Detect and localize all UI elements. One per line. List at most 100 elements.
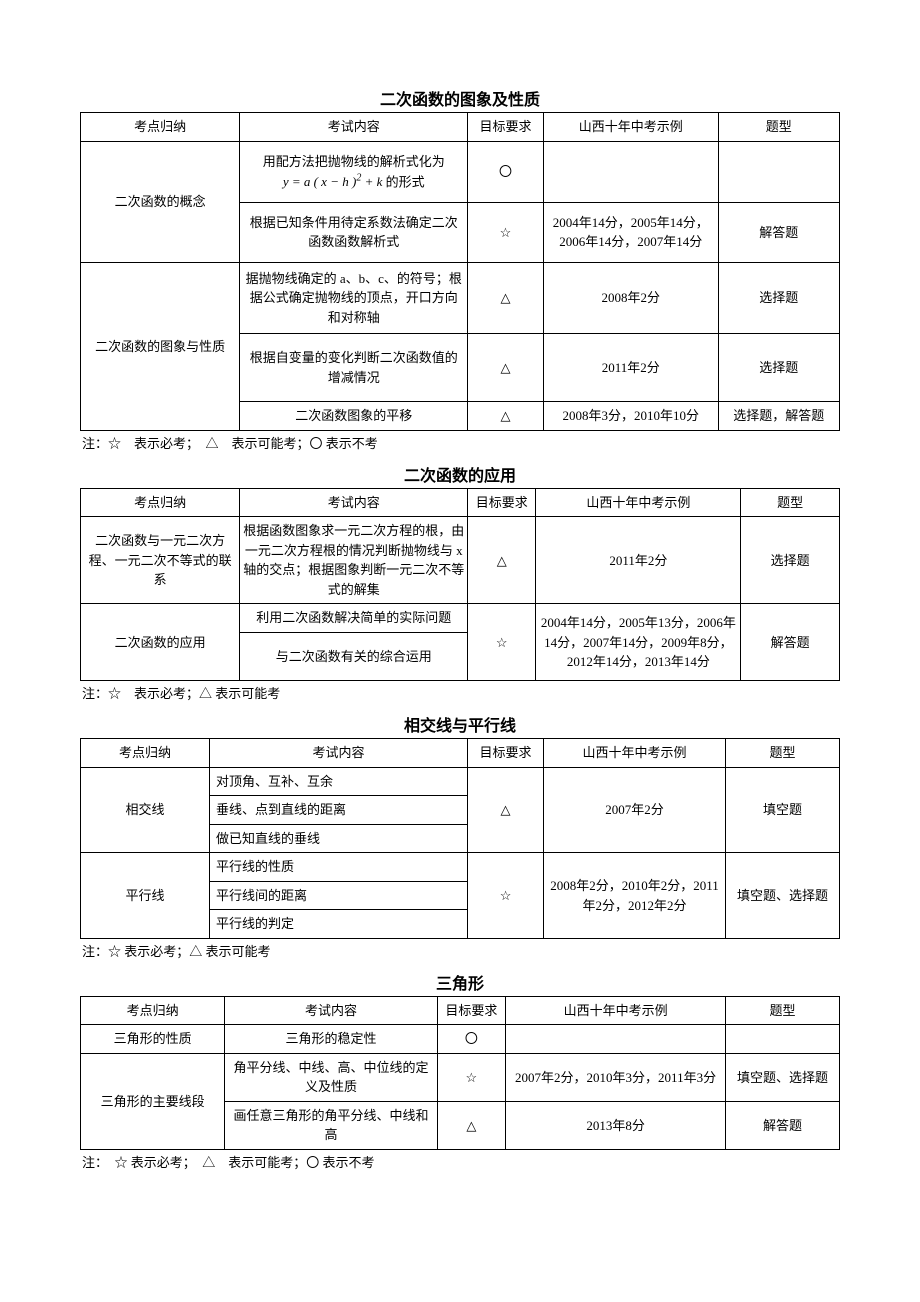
req-cell: 〇 xyxy=(468,141,544,202)
table-header-row: 考点归纳 考试内容 目标要求 山西十年中考示例 题型 xyxy=(81,996,840,1025)
content-cell: 对顶角、互补、互余 xyxy=(210,767,468,796)
type-cell: 解答题 xyxy=(726,1101,840,1149)
req-cell: 〇 xyxy=(437,1025,505,1054)
content-cell: 平行线间的距离 xyxy=(210,881,468,910)
table-row: 平行线 平行线的性质 ☆ 2008年2分，2010年2分，2011年2分，201… xyxy=(81,853,840,882)
table-header-row: 考点归纳 考试内容 目标要求 山西十年中考示例 题型 xyxy=(81,488,840,517)
table-row: 二次函数的图象与性质 据抛物线确定的 a、b、c、的符号；根据公式确定抛物线的顶… xyxy=(81,262,840,334)
category-cell: 二次函数与一元二次方程、一元二次不等式的联系 xyxy=(81,517,240,604)
table-section2: 考点归纳 考试内容 目标要求 山西十年中考示例 题型 二次函数与一元二次方程、一… xyxy=(80,488,840,682)
req-cell: ☆ xyxy=(468,853,544,939)
type-cell: 选择题 xyxy=(718,334,839,402)
type-cell xyxy=(726,1025,840,1054)
req-cell: △ xyxy=(468,334,544,402)
section4-title: 三角形 xyxy=(80,970,840,994)
col-header: 考点归纳 xyxy=(81,739,210,768)
content-cell: 画任意三角形的角平分线、中线和高 xyxy=(225,1101,438,1149)
content-cell: 根据已知条件用待定系数法确定二次函数函数解析式 xyxy=(240,202,468,262)
section2-title: 二次函数的应用 xyxy=(80,462,840,486)
example-cell: 2007年2分，2010年3分，2011年3分 xyxy=(506,1053,726,1101)
req-cell: △ xyxy=(468,262,544,334)
category-cell: 三角形的性质 xyxy=(81,1025,225,1054)
content-cell: 利用二次函数解决简单的实际问题 xyxy=(240,604,468,633)
col-header: 考试内容 xyxy=(225,996,438,1025)
category-cell: 三角形的主要线段 xyxy=(81,1053,225,1149)
content-cell: 根据自变量的变化判断二次函数值的增减情况 xyxy=(240,334,468,402)
col-header: 题型 xyxy=(726,996,840,1025)
content-cell: 做已知直线的垂线 xyxy=(210,824,468,853)
example-cell: 2011年2分 xyxy=(543,334,718,402)
col-header: 考点归纳 xyxy=(81,996,225,1025)
col-header: 考点归纳 xyxy=(81,113,240,142)
content-cell: 三角形的稳定性 xyxy=(225,1025,438,1054)
example-cell xyxy=(506,1025,726,1054)
category-cell: 平行线 xyxy=(81,853,210,939)
example-cell: 2008年2分 xyxy=(543,262,718,334)
col-header: 目标要求 xyxy=(468,113,544,142)
example-cell: 2004年14分，2005年13分，2006年14分，2007年14分，2009… xyxy=(536,604,741,681)
table-row: 二次函数的应用 利用二次函数解决简单的实际问题 ☆ 2004年14分，2005年… xyxy=(81,604,840,633)
category-cell: 二次函数的图象与性质 xyxy=(81,262,240,430)
table-section1: 考点归纳 考试内容 目标要求 山西十年中考示例 题型 二次函数的概念 用配方法把… xyxy=(80,112,840,431)
table-row: 三角形的性质 三角形的稳定性 〇 xyxy=(81,1025,840,1054)
table-section3: 考点归纳 考试内容 目标要求 山西十年中考示例 题型 相交线 对顶角、互补、互余… xyxy=(80,738,840,939)
col-header: 山西十年中考示例 xyxy=(536,488,741,517)
col-header: 题型 xyxy=(726,739,840,768)
table-section4: 考点归纳 考试内容 目标要求 山西十年中考示例 题型 三角形的性质 三角形的稳定… xyxy=(80,996,840,1150)
type-cell: 选择题 xyxy=(718,262,839,334)
type-cell: 解答题 xyxy=(741,604,840,681)
table-row: 二次函数的概念 用配方法把抛物线的解析式化为y = a ( x − h )2 +… xyxy=(81,141,840,202)
type-cell: 填空题 xyxy=(726,767,840,853)
table-row: 二次函数与一元二次方程、一元二次不等式的联系 根据函数图象求一元二次方程的根，由… xyxy=(81,517,840,604)
type-cell: 填空题、选择题 xyxy=(726,853,840,939)
section3-title: 相交线与平行线 xyxy=(80,712,840,736)
content-cell: 二次函数图象的平移 xyxy=(240,402,468,431)
example-cell: 2004年14分，2005年14分，2006年14分，2007年14分 xyxy=(543,202,718,262)
table-header-row: 考点归纳 考试内容 目标要求 山西十年中考示例 题型 xyxy=(81,739,840,768)
type-cell xyxy=(718,141,839,202)
section1-title: 二次函数的图象及性质 xyxy=(80,86,840,110)
content-cell: 与二次函数有关的综合运用 xyxy=(240,632,468,681)
col-header: 题型 xyxy=(741,488,840,517)
type-cell: 解答题 xyxy=(718,202,839,262)
req-cell: ☆ xyxy=(468,202,544,262)
table-row: 三角形的主要线段 角平分线、中线、高、中位线的定义及性质 ☆ 2007年2分，2… xyxy=(81,1053,840,1101)
section4-note: 注： ☆ 表示必考； △ 表示可能考；〇 表示不考 xyxy=(82,1152,840,1171)
content-cell: 平行线的判定 xyxy=(210,910,468,939)
section3-note: 注：☆ 表示必考；△ 表示可能考 xyxy=(82,941,840,960)
col-header: 考试内容 xyxy=(210,739,468,768)
type-cell: 选择题 xyxy=(741,517,840,604)
col-header: 考试内容 xyxy=(240,113,468,142)
content-cell: 用配方法把抛物线的解析式化为y = a ( x − h )2 + k 的形式 xyxy=(240,141,468,202)
example-cell: 2007年2分 xyxy=(543,767,725,853)
section2-note: 注：☆ 表示必考；△ 表示可能考 xyxy=(82,683,840,702)
content-cell: 垂线、点到直线的距离 xyxy=(210,796,468,825)
col-header: 目标要求 xyxy=(468,488,536,517)
content-cell: 据抛物线确定的 a、b、c、的符号；根据公式确定抛物线的顶点，开口方向和对称轴 xyxy=(240,262,468,334)
example-cell: 2008年2分，2010年2分，2011年2分，2012年2分 xyxy=(543,853,725,939)
req-cell: ☆ xyxy=(468,604,536,681)
example-cell: 2011年2分 xyxy=(536,517,741,604)
content-cell: 平行线的性质 xyxy=(210,853,468,882)
example-cell xyxy=(543,141,718,202)
req-cell: ☆ xyxy=(437,1053,505,1101)
req-cell: △ xyxy=(468,767,544,853)
example-cell: 2008年3分，2010年10分 xyxy=(543,402,718,431)
col-header: 考点归纳 xyxy=(81,488,240,517)
content-cell: 根据函数图象求一元二次方程的根，由一元二次方程根的情况判断抛物线与 x 轴的交点… xyxy=(240,517,468,604)
table-row: 相交线 对顶角、互补、互余 △ 2007年2分 填空题 xyxy=(81,767,840,796)
type-cell: 填空题、选择题 xyxy=(726,1053,840,1101)
example-cell: 2013年8分 xyxy=(506,1101,726,1149)
col-header: 考试内容 xyxy=(240,488,468,517)
req-cell: △ xyxy=(468,402,544,431)
col-header: 题型 xyxy=(718,113,839,142)
col-header: 目标要求 xyxy=(468,739,544,768)
table-header-row: 考点归纳 考试内容 目标要求 山西十年中考示例 题型 xyxy=(81,113,840,142)
type-cell: 选择题，解答题 xyxy=(718,402,839,431)
col-header: 山西十年中考示例 xyxy=(543,739,725,768)
content-cell: 角平分线、中线、高、中位线的定义及性质 xyxy=(225,1053,438,1101)
req-cell: △ xyxy=(468,517,536,604)
category-cell: 二次函数的概念 xyxy=(81,141,240,262)
category-cell: 相交线 xyxy=(81,767,210,853)
col-header: 目标要求 xyxy=(437,996,505,1025)
